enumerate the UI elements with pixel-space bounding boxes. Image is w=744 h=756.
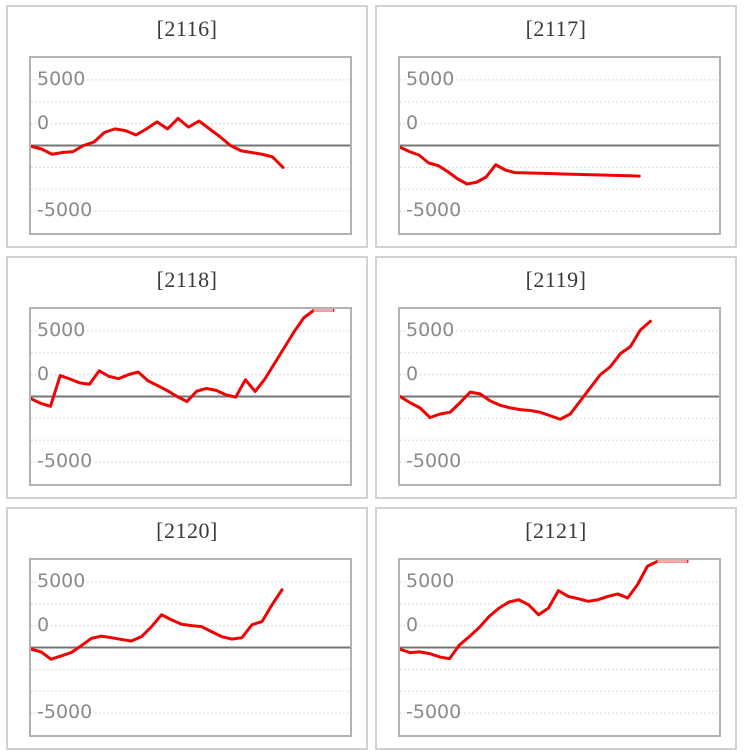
y-axis-label-neg5000: -5000 bbox=[406, 450, 462, 472]
y-axis-label-0: 0 bbox=[37, 112, 50, 134]
series-line bbox=[31, 116, 285, 169]
y-axis-label-0: 0 bbox=[37, 363, 50, 385]
y-axis-label-5000: 5000 bbox=[37, 570, 86, 592]
y-axis-label-neg5000: -5000 bbox=[406, 199, 462, 221]
y-axis-label-5000: 5000 bbox=[406, 319, 455, 341]
y-axis-label-0: 0 bbox=[37, 614, 50, 636]
chart-panel-2121[interactable]: [2121] 5000 0 -5000 bbox=[375, 507, 737, 750]
chart-panel-2116[interactable]: [2116] 5000 0 -5000 bbox=[6, 5, 368, 248]
y-axis-label-neg5000: -5000 bbox=[37, 450, 93, 472]
y-axis-label-5000: 5000 bbox=[406, 68, 455, 90]
y-axis-label-5000: 5000 bbox=[37, 68, 86, 90]
y-axis-label-5000: 5000 bbox=[406, 570, 455, 592]
plot-area: 5000 0 -5000 bbox=[398, 56, 721, 235]
plot-area: 5000 0 -5000 bbox=[29, 307, 352, 486]
series-line bbox=[31, 588, 284, 661]
plot-area: 5000 0 -5000 bbox=[29, 56, 352, 235]
y-axis-label-0: 0 bbox=[406, 112, 419, 134]
series-line bbox=[400, 560, 689, 661]
chart-title: [2120] bbox=[156, 518, 218, 543]
y-axis-label-neg5000: -5000 bbox=[37, 701, 93, 723]
series-line bbox=[400, 145, 641, 186]
series-line bbox=[400, 319, 652, 421]
plot-area: 5000 0 -5000 bbox=[398, 307, 721, 486]
plot-area: 5000 0 -5000 bbox=[29, 558, 352, 737]
chart-panel-2120[interactable]: [2120] 5000 0 -5000 bbox=[6, 507, 368, 750]
y-axis-label-5000: 5000 bbox=[37, 319, 86, 341]
chart-panel-2119[interactable]: [2119] 5000 0 -5000 bbox=[375, 256, 737, 499]
chart-title: [2117] bbox=[525, 16, 587, 41]
chart-title: [2119] bbox=[525, 267, 587, 292]
plot-area: 5000 0 -5000 bbox=[398, 558, 721, 737]
y-axis-label-0: 0 bbox=[406, 363, 419, 385]
y-axis-label-neg5000: -5000 bbox=[37, 199, 93, 221]
series-line bbox=[31, 309, 335, 408]
chart-title: [2121] bbox=[525, 518, 587, 543]
y-axis-label-neg5000: -5000 bbox=[406, 701, 462, 723]
chart-panel-2117[interactable]: [2117] 5000 0 -5000 bbox=[375, 5, 737, 248]
chart-title: [2118] bbox=[156, 267, 218, 292]
chart-panel-2118[interactable]: [2118] 5000 0 -5000 bbox=[6, 256, 368, 499]
chart-title: [2116] bbox=[156, 16, 218, 41]
y-axis-label-0: 0 bbox=[406, 614, 419, 636]
